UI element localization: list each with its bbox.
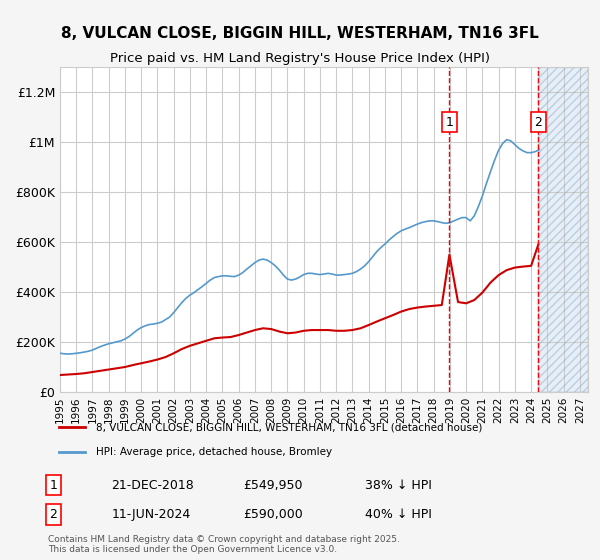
Text: HPI: Average price, detached house, Bromley: HPI: Average price, detached house, Brom… xyxy=(95,447,332,457)
Text: 11-JUN-2024: 11-JUN-2024 xyxy=(112,508,191,521)
Text: Contains HM Land Registry data © Crown copyright and database right 2025.
This d: Contains HM Land Registry data © Crown c… xyxy=(48,535,400,554)
Text: 2: 2 xyxy=(49,508,57,521)
Text: Price paid vs. HM Land Registry's House Price Index (HPI): Price paid vs. HM Land Registry's House … xyxy=(110,52,490,66)
Text: 1: 1 xyxy=(445,116,454,129)
Text: 8, VULCAN CLOSE, BIGGIN HILL, WESTERHAM, TN16 3FL: 8, VULCAN CLOSE, BIGGIN HILL, WESTERHAM,… xyxy=(61,26,539,41)
Text: 8, VULCAN CLOSE, BIGGIN HILL, WESTERHAM, TN16 3FL (detached house): 8, VULCAN CLOSE, BIGGIN HILL, WESTERHAM,… xyxy=(95,422,482,432)
Text: £549,950: £549,950 xyxy=(244,479,303,492)
Text: 21-DEC-2018: 21-DEC-2018 xyxy=(112,479,194,492)
Text: 40% ↓ HPI: 40% ↓ HPI xyxy=(365,508,431,521)
Text: £590,000: £590,000 xyxy=(244,508,303,521)
Text: 2: 2 xyxy=(535,116,542,129)
Text: 1: 1 xyxy=(49,479,57,492)
Text: 38% ↓ HPI: 38% ↓ HPI xyxy=(365,479,431,492)
